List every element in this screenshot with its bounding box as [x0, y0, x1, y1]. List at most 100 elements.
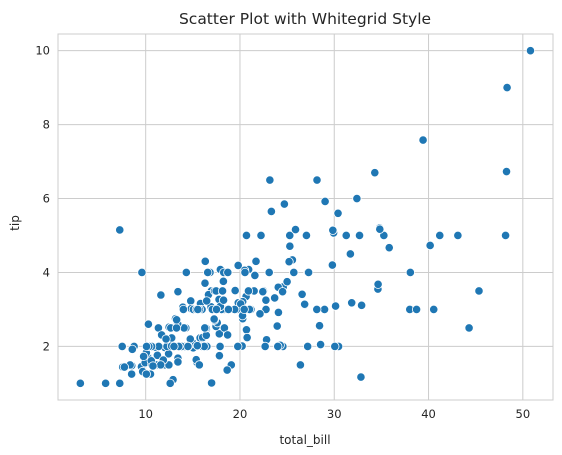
scatter-point	[356, 372, 366, 382]
scatter-point	[223, 330, 233, 340]
scatter-point	[264, 267, 274, 278]
scatter-point	[250, 270, 260, 281]
scatter-point	[411, 304, 422, 315]
scatter-point	[315, 339, 326, 350]
y-tick-label: 2	[43, 339, 50, 353]
scatter-point	[239, 304, 249, 315]
scatter-point	[304, 267, 314, 278]
scatter-point	[258, 287, 268, 297]
y-axis-label: tip	[8, 215, 22, 231]
scatter-point	[330, 341, 340, 351]
scatter-point	[211, 304, 222, 315]
scatter-point	[115, 225, 125, 235]
scatter-point	[200, 256, 210, 266]
x-tick-label: 30	[327, 407, 342, 421]
x-tick-label: 40	[421, 407, 436, 421]
scatter-point	[75, 378, 85, 388]
scatter-point	[217, 286, 228, 296]
scatter-point	[295, 360, 306, 370]
scatter-point	[251, 256, 261, 266]
y-tick-label: 8	[43, 118, 50, 132]
scatter-point	[222, 365, 232, 375]
scatter-point	[384, 243, 394, 253]
scatter-point	[181, 267, 191, 278]
scatter-point	[272, 321, 282, 331]
scatter-point	[284, 257, 294, 267]
scatter-point	[148, 361, 158, 371]
x-tick-label: 20	[233, 407, 248, 421]
scatter-point	[172, 315, 182, 325]
scatter-point	[223, 267, 233, 278]
scatter-point	[186, 296, 196, 306]
scatter-point	[474, 286, 484, 296]
scatter-point	[418, 135, 428, 145]
scatter-point	[215, 341, 225, 351]
scatter-point	[241, 325, 252, 335]
scatter-point	[178, 304, 188, 315]
scatter-point	[501, 166, 512, 177]
scatter-point	[241, 230, 252, 241]
scatter-point	[255, 309, 265, 319]
y-axis-ticks: 2 4 6 8 10	[35, 44, 50, 354]
scatter-point	[183, 341, 193, 351]
scatter-point	[127, 369, 137, 379]
scatter-point	[266, 206, 276, 217]
scatter-point	[270, 293, 280, 303]
scatter-point	[230, 285, 240, 296]
scatter-point	[320, 196, 330, 207]
scatter-point	[193, 304, 203, 315]
y-tick-label: 4	[43, 265, 50, 279]
scatter-point	[223, 304, 234, 315]
scatter-point	[314, 321, 325, 331]
scatter-point	[261, 295, 271, 305]
scatter-point	[464, 323, 474, 333]
scatter-point	[243, 286, 254, 296]
scatter-point	[352, 193, 362, 204]
scatter-point	[200, 323, 210, 333]
scatter-point	[256, 230, 266, 241]
scatter-point	[301, 230, 312, 241]
scatter-point	[139, 351, 149, 361]
scatter-point	[173, 357, 183, 367]
scatter-point	[354, 230, 365, 241]
scatter-point	[273, 341, 283, 351]
x-axis-ticks: 10 20 30 40 50	[138, 407, 530, 421]
scatter-point	[141, 341, 152, 351]
scatter-point	[356, 300, 367, 310]
scatter-point	[285, 230, 295, 241]
scatter-point	[218, 295, 229, 305]
scatter-point	[242, 332, 252, 343]
scatter-point	[279, 199, 289, 209]
scatter-point	[169, 341, 179, 351]
scatter-point	[425, 240, 435, 251]
scatter-point	[500, 230, 511, 241]
scatter-point	[319, 304, 330, 315]
x-axis-label: total_bill	[279, 433, 330, 447]
scatter-point	[297, 289, 307, 299]
scatter-point	[115, 378, 125, 388]
scatter-point	[218, 276, 228, 286]
scatter-point	[233, 260, 243, 271]
scatter-point	[330, 301, 341, 311]
scatter-point	[127, 344, 137, 354]
scatter-point	[312, 304, 322, 315]
scatter-point	[290, 224, 301, 235]
scatter-point	[119, 362, 129, 372]
scatter-point	[312, 175, 322, 185]
scatter-point	[192, 341, 202, 351]
scatter-point	[289, 267, 299, 278]
scatter-point	[156, 360, 166, 370]
scatter-point	[453, 230, 463, 241]
scatter-point	[156, 290, 166, 300]
scatter-point	[273, 307, 284, 317]
scatter-point	[429, 304, 439, 315]
scatter-point	[173, 287, 183, 297]
scatter-point	[328, 225, 338, 235]
scatter-point	[375, 224, 385, 234]
y-tick-label: 10	[35, 44, 50, 58]
scatter-point	[260, 341, 270, 351]
plot-frame	[57, 33, 554, 401]
scatter-point	[282, 277, 292, 287]
scatter-point	[502, 83, 512, 93]
scatter-point	[525, 46, 536, 56]
